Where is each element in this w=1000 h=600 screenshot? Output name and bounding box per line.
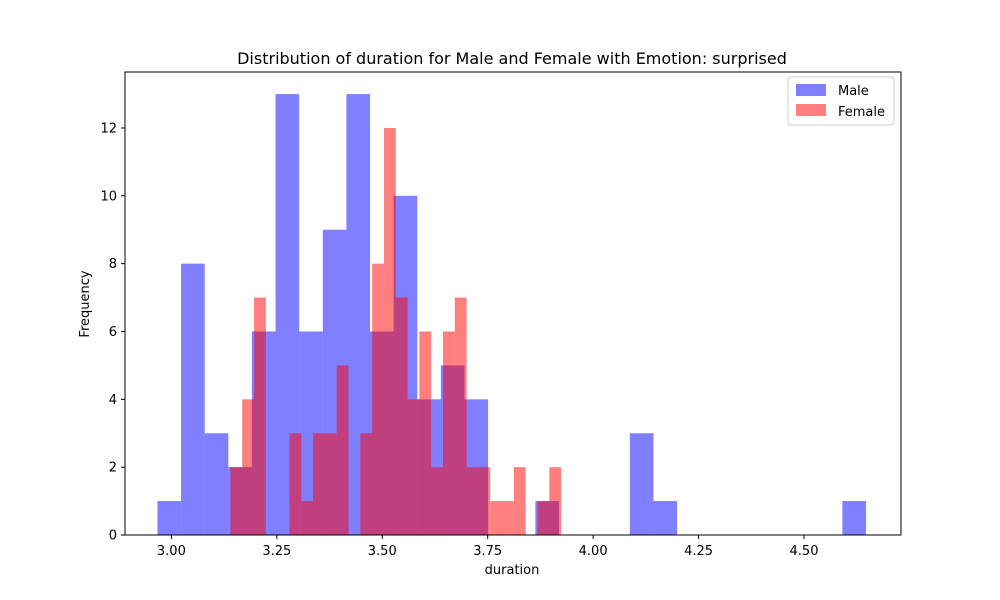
bar-female: [442, 331, 455, 535]
bar-female: [301, 501, 314, 535]
bar-female: [383, 127, 396, 535]
bar-female: [419, 331, 432, 535]
x-axis-label: duration: [485, 563, 540, 578]
bar-female: [407, 399, 420, 535]
bar-female: [478, 467, 491, 535]
y-tick-label: 4: [109, 393, 117, 408]
bar-female: [313, 433, 325, 535]
x-tick-label: 3.50: [368, 544, 397, 559]
bar-female: [372, 263, 384, 535]
bar-female: [289, 433, 302, 535]
y-tick-label: 12: [100, 121, 117, 136]
bar-female: [431, 467, 443, 535]
bar-male: [275, 94, 300, 536]
chart-title: Distribution of duration for Male and Fe…: [237, 49, 787, 68]
legend-label-female: Female: [838, 105, 885, 120]
bar-female: [454, 297, 467, 535]
bar-female: [360, 433, 373, 535]
x-tick-label: 3.75: [473, 544, 502, 559]
legend-label-male: Male: [838, 84, 869, 99]
bar-male: [157, 501, 182, 535]
y-tick-label: 8: [109, 257, 117, 272]
bar-female: [230, 467, 243, 535]
bar-male: [181, 263, 205, 535]
bar-male: [346, 94, 371, 536]
bar-male: [204, 433, 229, 535]
bar-female: [242, 399, 255, 535]
bar-female: [324, 433, 337, 535]
bar-female: [466, 467, 479, 535]
x-tick-label: 4.50: [790, 544, 819, 559]
bar-male: [842, 501, 866, 535]
x-tick-label: 3.00: [157, 544, 186, 559]
bar-female: [490, 501, 503, 535]
bar-male: [653, 501, 678, 535]
x-tick-label: 4.00: [579, 544, 608, 559]
bar-female: [549, 467, 562, 535]
bar-female: [336, 365, 349, 535]
bar-male: [629, 433, 654, 535]
bar-female: [513, 467, 526, 535]
x-axis: 3.00 3.25 3.50 3.75 4.00 4.25 4.50: [157, 535, 819, 559]
bar-female: [537, 501, 550, 535]
legend: Male Female: [787, 76, 895, 126]
y-tick-label: 6: [109, 325, 117, 340]
bar-female: [254, 297, 266, 535]
y-axis: 0 2 4 6 8 10 12: [100, 121, 125, 544]
bars-layer: [157, 94, 866, 536]
y-axis-label: Frequency: [78, 270, 93, 337]
x-tick-label: 3.25: [262, 544, 291, 559]
y-tick-label: 0: [109, 529, 117, 544]
legend-swatch-male: [796, 84, 826, 96]
y-tick-label: 10: [100, 189, 117, 204]
bar-female: [395, 297, 408, 535]
plot-frame: [124, 71, 902, 536]
y-tick-label: 2: [109, 461, 117, 476]
legend-swatch-female: [796, 104, 826, 116]
x-tick-label: 4.25: [684, 544, 713, 559]
bar-female: [502, 501, 514, 535]
